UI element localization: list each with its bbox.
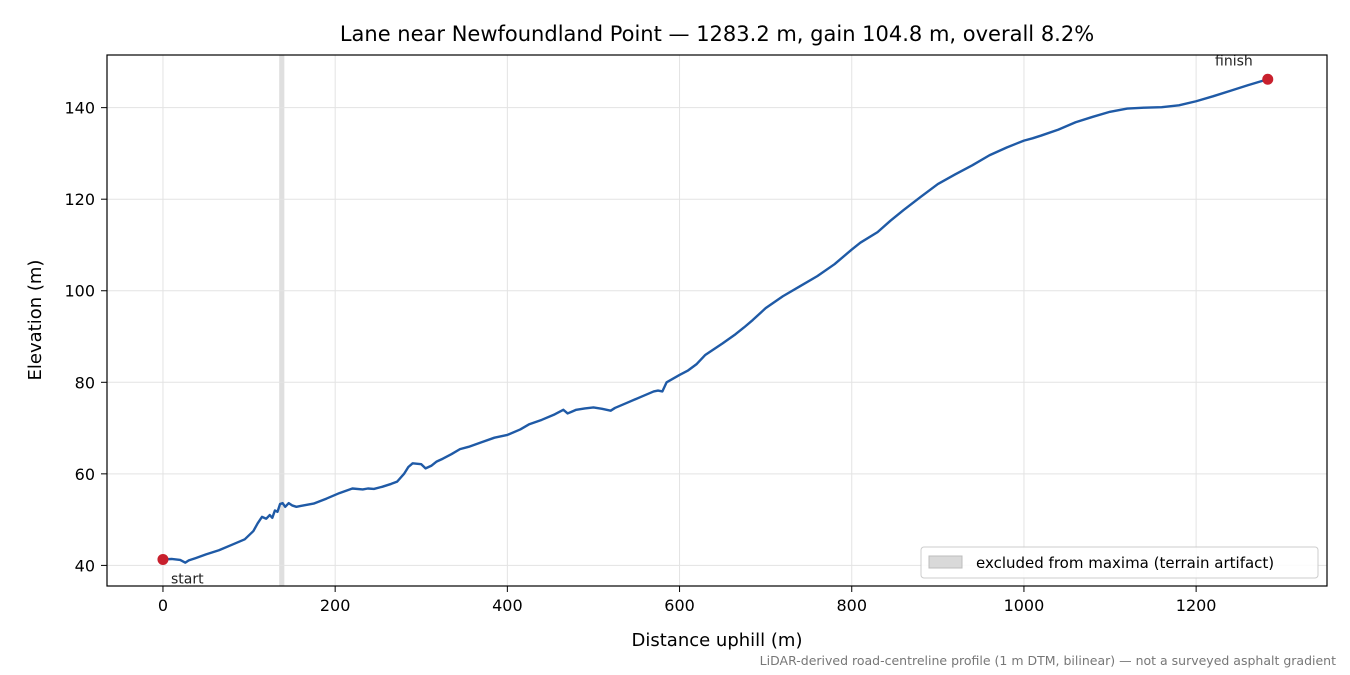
x-tick-label: 0 bbox=[158, 596, 168, 615]
x-tick-label: 1200 bbox=[1176, 596, 1217, 615]
excluded-band-layer bbox=[279, 55, 285, 586]
elevation-profile-line bbox=[161, 78, 1269, 564]
y-tick-label: 140 bbox=[64, 99, 95, 118]
y-tick-label: 100 bbox=[64, 282, 95, 301]
footnote: LiDAR-derived road-centreline profile (1… bbox=[760, 653, 1336, 668]
y-tick-label: 80 bbox=[75, 373, 95, 392]
finish-marker bbox=[1262, 73, 1274, 85]
legend-frame bbox=[920, 546, 1319, 579]
y-tick-label: 60 bbox=[75, 465, 95, 484]
chart-title: Lane near Newfoundland Point — 1283.2 m,… bbox=[340, 22, 1094, 46]
legend: excluded from maxima (terrain artifact) bbox=[920, 546, 1319, 579]
tick-layer: 0 200 400 600 800 1000 1200 40 60 80 100 120 140 bbox=[64, 99, 1216, 615]
x-tick-label: 1000 bbox=[1004, 596, 1045, 615]
x-tick-label: 800 bbox=[836, 596, 867, 615]
start-marker bbox=[157, 553, 169, 565]
series-layer bbox=[161, 78, 1269, 564]
legend-label: excluded from maxima (terrain artifact) bbox=[976, 554, 1274, 572]
x-axis-label: Distance uphill (m) bbox=[632, 630, 803, 651]
y-tick-label: 120 bbox=[64, 190, 95, 209]
x-tick-label: 400 bbox=[492, 596, 523, 615]
finish-label: finish bbox=[1215, 53, 1253, 69]
y-axis-label: Elevation (m) bbox=[25, 260, 46, 381]
marker-layer: start finish bbox=[157, 53, 1274, 587]
y-tick-label: 40 bbox=[75, 556, 95, 575]
excluded-band bbox=[279, 55, 285, 586]
start-label: start bbox=[171, 571, 204, 587]
plot-frame bbox=[106, 54, 1328, 587]
legend-swatch bbox=[928, 555, 963, 569]
x-tick-label: 200 bbox=[320, 596, 351, 615]
x-tick-label: 600 bbox=[664, 596, 695, 615]
